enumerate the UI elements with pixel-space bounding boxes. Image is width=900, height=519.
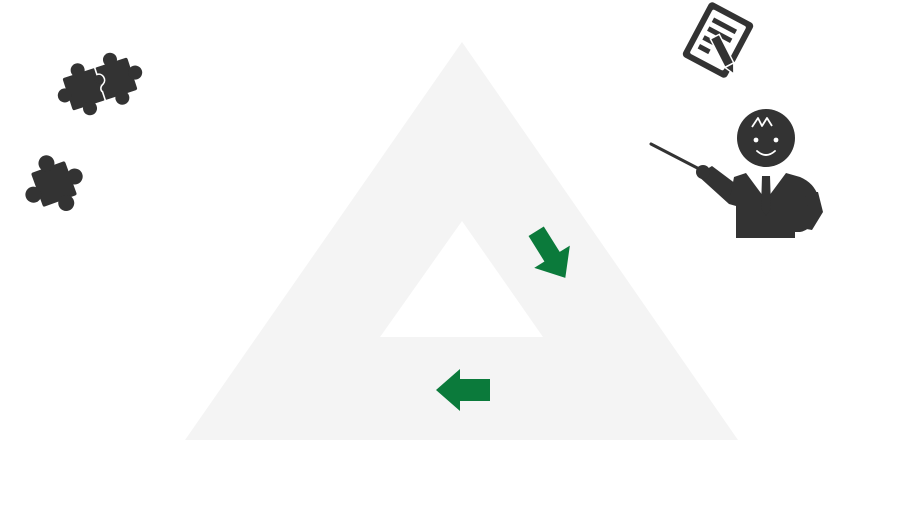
puzzle-pieces-connected-icon	[57, 52, 143, 116]
document-with-pencil-icon	[682, 2, 754, 78]
arrow-down-right-icon	[528, 226, 570, 278]
teacher-with-pointer-icon	[649, 109, 823, 238]
arrow-left-icon	[436, 369, 490, 411]
cycle-triangle-ring	[185, 42, 738, 440]
puzzle-piece-icon	[25, 155, 83, 211]
